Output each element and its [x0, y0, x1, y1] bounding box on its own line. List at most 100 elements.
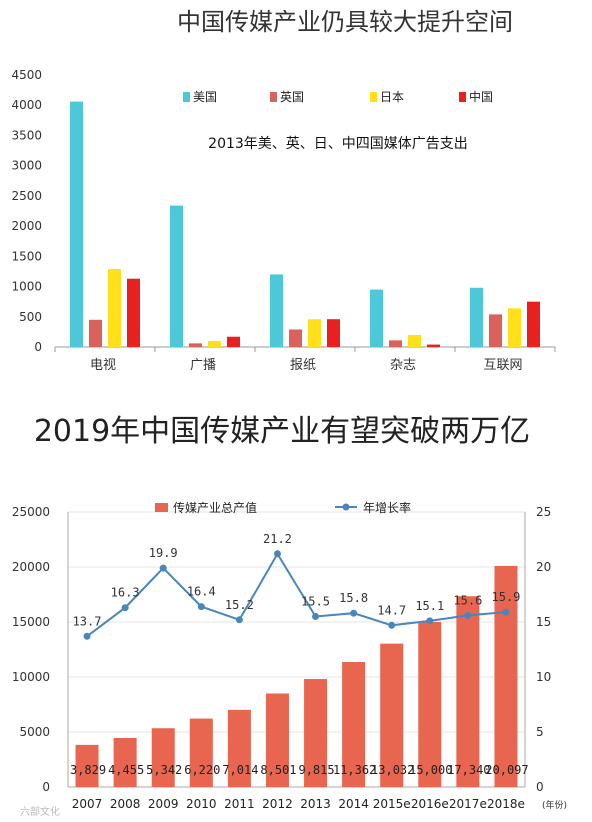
bar [427, 344, 440, 347]
y-right-tick-label: 25 [536, 505, 551, 519]
bar-data-label: 13,032 [371, 763, 414, 777]
y-left-tick-label: 5000 [19, 725, 50, 739]
bar-data-label: 11,362 [333, 763, 376, 777]
bar [494, 565, 518, 787]
line-point [83, 632, 91, 640]
bar [270, 274, 283, 347]
chart-title: 中国传媒产业仍具较大提升空间 [177, 8, 513, 36]
bar [70, 101, 83, 348]
y-tick-label: 4500 [11, 68, 42, 82]
line-data-label: 21.2 [263, 532, 292, 546]
line-point [235, 616, 243, 624]
bar [418, 622, 442, 787]
growth-rate-line [86, 551, 507, 638]
x-tick-label: 2013 [300, 797, 331, 811]
line-point [159, 564, 167, 572]
chart-ad-spending: 中国传媒产业仍具较大提升空间 2013年美、英、日、中四国媒体广告支出 0 500… [11, 8, 556, 373]
legend-label: 日本 [380, 90, 404, 104]
x-tick-label: 广播 [190, 358, 216, 373]
y-right-tick-label: 15 [536, 615, 551, 629]
x-axis-unit-label: (年份) [542, 799, 567, 811]
bar [304, 679, 328, 787]
y-right-tick-label: 0 [536, 780, 544, 794]
chart-title: 2019年中国传媒产业有望突破两万亿 [34, 414, 530, 449]
bar [342, 662, 366, 787]
legend-swatch [270, 92, 277, 102]
legend-label: 传媒产业总产值 [173, 500, 257, 515]
y-tick-label: 0 [34, 340, 42, 354]
legend-label: 年增长率 [363, 500, 411, 515]
legend-label: 中国 [469, 89, 493, 104]
y-tick-label: 2000 [11, 219, 42, 233]
bar [527, 301, 540, 347]
bar [75, 744, 99, 787]
legend-swatch [370, 92, 377, 102]
line-point [273, 550, 281, 558]
line-data-label: 15.5 [301, 595, 330, 609]
y-left-tick-label: 20000 [12, 560, 50, 574]
bar [227, 709, 251, 787]
x-tick-label: 2016e [411, 797, 449, 811]
bar [470, 287, 483, 347]
y-left-tick-label: 0 [42, 780, 50, 794]
bar [265, 693, 289, 787]
x-tick-label: 2014 [338, 797, 369, 811]
line-data-label: 15.6 [453, 593, 482, 607]
y-right-tick-label: 20 [536, 560, 551, 574]
line-data-label: 13.7 [73, 614, 102, 628]
bar [113, 737, 137, 787]
y-right-tick-label: 5 [536, 725, 544, 739]
watermark-text: 六部文化 [20, 805, 60, 818]
x-tick-label: 2017e [449, 797, 487, 811]
y-right-tick-label: 10 [536, 670, 551, 684]
x-tick-label: 2010 [186, 797, 217, 811]
bar [456, 596, 480, 787]
x-tick-label: 2008 [110, 797, 141, 811]
legend-swatch-point [342, 503, 350, 511]
bar [370, 289, 383, 347]
bar [208, 340, 221, 347]
x-tick-label: 2009 [148, 797, 179, 811]
line-data-label: 14.7 [377, 603, 406, 617]
bar [380, 643, 404, 787]
chart-media-industry: 2019年中国传媒产业有望突破两万亿 0 5000 10000 15000 20000 2… [12, 414, 567, 818]
bar [489, 314, 502, 347]
bar-data-label: 7,014 [222, 763, 258, 777]
bar-data-label: 8,501 [260, 763, 296, 777]
line-point [502, 608, 510, 616]
y-tick-label: 2500 [11, 189, 42, 203]
x-tick-label: 2018e [487, 797, 525, 811]
x-tick-label: 2015e [373, 797, 411, 811]
line-data-label: 16.3 [111, 586, 140, 600]
line-point [388, 621, 396, 629]
y-left-tick-label: 10000 [12, 670, 50, 684]
x-tick-label: 2012 [262, 797, 293, 811]
bar [127, 278, 140, 347]
x-tick-label: 电视 [90, 358, 116, 373]
line-point [312, 613, 320, 620]
line-point [121, 604, 129, 612]
bar [508, 308, 521, 347]
bar [108, 269, 121, 347]
line-data-label: 15.1 [415, 599, 444, 613]
line-point [464, 611, 472, 619]
x-tick-label: 2011 [224, 797, 255, 811]
legend-swatch-bar [155, 503, 168, 512]
bar [189, 718, 213, 787]
bar [289, 329, 302, 347]
y-tick-label: 500 [19, 310, 42, 324]
x-tick-label: 互联网 [483, 358, 522, 373]
y-left-tick-label: 25000 [12, 505, 50, 519]
line-data-label: 16.4 [187, 585, 216, 599]
x-tick-label: 报纸 [290, 358, 316, 373]
y-tick-label: 3500 [11, 128, 42, 142]
bar [227, 336, 240, 347]
line-point [426, 617, 434, 625]
bar [170, 205, 183, 347]
bar-data-label: 3,829 [70, 763, 106, 777]
x-tick-label: 2007 [72, 797, 103, 811]
bar-data-label: 20,097 [485, 763, 528, 777]
bar [189, 343, 202, 347]
y-tick-label: 1000 [11, 280, 42, 294]
legend-label: 美国 [193, 90, 217, 104]
